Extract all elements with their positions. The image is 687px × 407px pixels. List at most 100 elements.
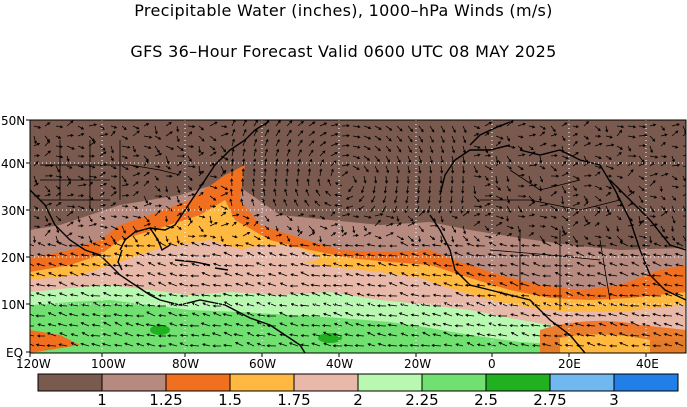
wind-arrow [583,174,592,178]
wind-arrow [674,332,684,337]
wind-arrow [158,314,167,318]
wind-arrow [528,133,537,137]
wind-arrow [110,165,117,169]
wind-arrow [422,252,431,257]
wind-arrow [421,294,430,298]
wind-arrow [398,344,409,348]
wind-arrow [187,165,196,169]
wind-arrow [520,272,530,277]
wind-arrow [114,321,123,327]
wind-arrow [605,125,609,133]
lat-label: EQ [6,346,23,360]
wind-arrow [399,322,409,327]
wind-arrow [367,323,376,327]
wind-arrow [572,133,579,137]
wind-arrow [520,343,530,347]
wind-arrow [521,262,530,267]
wind-arrow [505,215,509,222]
wind-arrow [653,242,662,247]
wind-arrow [279,333,288,337]
wind-arrow [99,235,106,240]
wind-arrow [99,215,106,220]
wind-arrow [510,332,519,337]
wind-arrow [297,213,305,217]
wind-arrow [33,175,38,184]
wind-arrow [288,342,299,347]
wind-arrow [387,303,398,307]
wind-arrow [179,294,189,298]
wind-arrow [422,282,431,287]
wind-arrow [506,225,514,230]
wind-arrow [242,128,247,137]
wind-arrow [198,182,205,187]
wind-arrow [333,311,343,317]
wind-arrow [374,165,379,174]
wind-arrow [99,203,107,207]
wind-arrow [256,301,266,307]
wind-arrow [187,215,192,221]
wind-arrow [586,314,596,318]
wind-arrow [125,273,134,277]
wind-arrow [268,252,277,257]
wind-arrow [619,322,629,327]
wind-arrow [576,344,585,348]
wind-arrow [396,155,401,164]
wind-arrow [145,323,156,327]
wind-arrow [385,145,392,153]
wind-arrow [630,321,640,327]
lon-ticks [29,353,647,357]
wind-arrow [255,274,266,278]
wind-arrow [605,205,610,213]
wind-arrow [286,120,293,127]
wind-arrow [165,121,172,127]
wind-arrow [389,244,398,248]
wind-arrow [154,135,162,140]
wind-arrow [594,125,601,132]
wind-arrow [235,254,244,258]
wind-arrow [371,195,376,203]
wind-arrow [330,123,339,127]
wind-arrow [59,332,68,337]
wind-arrow [675,312,684,317]
wind-arrow [431,312,442,317]
wind-arrow [356,292,365,297]
wind-arrow [246,312,255,317]
wind-arrow [366,273,376,277]
wind-arrow [323,342,332,347]
wind-arrow [575,244,585,248]
wind-arrow [154,145,160,154]
wind-arrow [66,165,73,169]
wind-arrow [135,301,145,307]
wind-arrow [264,129,269,137]
wind-arrow [308,232,316,237]
wind-arrow [99,151,107,157]
wind-arrow [143,223,151,227]
wind-arrow [586,293,596,297]
wind-arrow [66,175,71,182]
wind-arrow [473,165,478,174]
wind-arrow [179,242,189,247]
wind-arrow [223,264,233,268]
wind-arrow [132,154,140,158]
wind-arrow [596,343,607,347]
wind-arrow [418,155,422,164]
wind-arrow [235,282,244,287]
wind-arrow [44,174,54,178]
wind-arrow [638,205,646,211]
wind-arrow [520,244,530,248]
wind-arrow [366,283,376,287]
wind-arrow [322,292,332,297]
wind-arrow [154,125,158,135]
wind-arrow [300,323,310,327]
wind-arrow [649,180,656,187]
wind-arrow [135,274,145,278]
wind-arrow [576,262,585,267]
wind-arrow [407,165,411,174]
wind-arrow [246,342,255,347]
wind-arrow [275,148,280,157]
wind-arrow [256,244,266,248]
wind-arrow [539,224,546,228]
wind-arrow [286,139,291,147]
wind-arrow [417,235,422,243]
